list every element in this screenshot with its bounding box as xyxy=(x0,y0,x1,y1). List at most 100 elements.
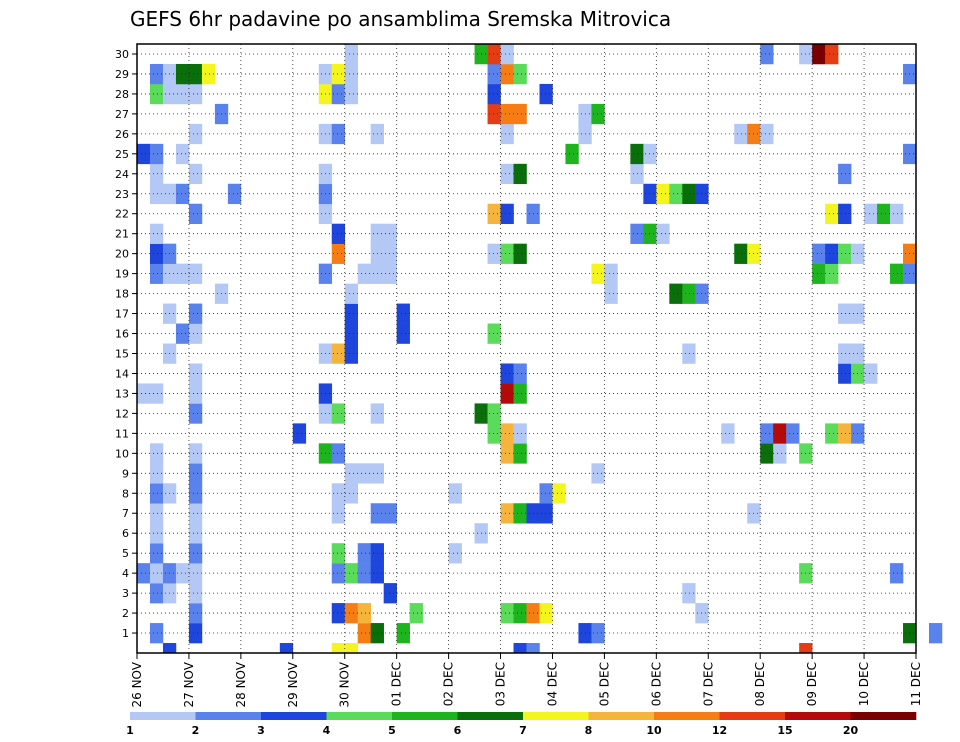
heatmap-cell xyxy=(825,203,839,225)
y-tick-label: 15 xyxy=(115,347,129,360)
colorbar: 1 2 3 4 5 6 7 8 10 12 15 20 xyxy=(126,712,917,737)
grid-lines xyxy=(137,44,916,653)
heatmap-cell xyxy=(149,623,164,644)
heatmap-cell xyxy=(175,83,190,105)
heatmap-cell xyxy=(409,603,423,624)
heatmap-cell xyxy=(864,203,878,225)
heatmap-cell xyxy=(656,223,670,244)
heatmap-cell xyxy=(682,583,696,604)
heatmap-cell xyxy=(890,263,904,284)
heatmap-cell xyxy=(137,563,151,584)
heatmap-cell xyxy=(149,583,164,604)
heatmap-cell xyxy=(513,243,527,264)
heatmap-cell xyxy=(760,44,774,65)
heatmap-cell xyxy=(864,363,878,384)
x-tick-label: 26 NOV xyxy=(130,661,144,707)
plot-frame xyxy=(136,43,917,654)
heatmap-cell xyxy=(721,423,735,444)
heatmap-cell xyxy=(500,423,514,444)
heatmap-cell xyxy=(344,483,359,504)
heatmap-cell xyxy=(188,123,203,145)
heatmap-cell xyxy=(682,183,696,205)
heatmap-cell xyxy=(812,243,826,264)
heatmap-cell xyxy=(812,263,826,284)
y-tick-label: 18 xyxy=(115,288,129,301)
heatmap-cell xyxy=(656,183,670,205)
heatmap-cell xyxy=(175,63,190,85)
colorbar-label: 4 xyxy=(323,724,331,737)
heatmap-cell xyxy=(188,463,203,484)
heatmap-cell xyxy=(188,383,203,404)
colorbar-label: 1 xyxy=(126,724,134,737)
heatmap-cell xyxy=(344,643,359,654)
heatmap-cell xyxy=(591,103,605,125)
heatmap-cell xyxy=(760,443,774,464)
heatmap-cell xyxy=(188,543,203,564)
heatmap-cell xyxy=(500,163,514,185)
colorbar-label: 7 xyxy=(519,724,527,737)
heatmap-cell xyxy=(357,543,371,564)
chart-title: GEFS 6hr padavine po ansamblima Sremska … xyxy=(130,7,671,31)
heatmap-cell xyxy=(500,503,514,524)
heatmap-cell xyxy=(331,83,346,105)
heatmap-cell xyxy=(149,243,164,264)
y-tick-label: 22 xyxy=(115,208,129,221)
heatmap-cell xyxy=(513,383,527,404)
heatmap-cell xyxy=(760,423,774,444)
y-tick-label: 28 xyxy=(115,88,129,101)
heatmap-cell xyxy=(292,423,307,444)
heatmap-cell xyxy=(928,623,943,644)
heatmap-cell xyxy=(877,203,891,225)
heatmap-cell xyxy=(513,163,527,185)
heatmap-cell xyxy=(487,323,501,344)
heatmap-cell xyxy=(487,103,501,125)
heatmap-cell xyxy=(487,423,501,444)
heatmap-cell xyxy=(513,363,527,384)
x-tick-label: 02 DEC xyxy=(442,662,456,706)
heatmap-cell xyxy=(175,323,190,344)
heatmap-cell xyxy=(396,303,410,324)
heatmap-cell xyxy=(773,443,787,464)
heatmap-cell xyxy=(175,143,190,165)
heatmap-cell xyxy=(344,63,359,85)
colorbar-label: 20 xyxy=(843,724,859,737)
heatmap-cell xyxy=(669,183,683,205)
heatmap-cell xyxy=(825,423,839,444)
heatmap-cell xyxy=(175,183,190,205)
y-tick-label: 30 xyxy=(115,48,129,61)
heatmap-cell xyxy=(149,83,164,105)
heatmap-cell xyxy=(838,343,852,364)
x-tick-label: 08 DEC xyxy=(753,662,767,706)
heatmap-cell xyxy=(175,563,190,584)
heatmap-cell xyxy=(331,643,346,654)
heatmap-cell xyxy=(344,44,359,65)
heatmap-cell xyxy=(344,323,359,344)
y-tick-label: 17 xyxy=(115,308,129,321)
y-tick-label: 20 xyxy=(115,248,129,261)
y-tick-label: 26 xyxy=(115,128,129,141)
y-tick-label: 27 xyxy=(115,108,129,121)
x-tick-label: 09 DEC xyxy=(805,662,819,706)
heatmap-cell xyxy=(162,643,177,654)
heatmap-cell xyxy=(513,643,527,654)
heatmap-cell xyxy=(500,63,514,85)
x-tick-label: 28 NOV xyxy=(234,661,248,707)
heatmap-cell xyxy=(500,383,514,404)
y-tick-label: 1 xyxy=(122,627,129,640)
heatmap-cell xyxy=(188,503,203,524)
heatmap-cell xyxy=(175,263,190,284)
heatmap-cell xyxy=(188,563,203,584)
heatmap-cell xyxy=(188,583,203,604)
heatmap-cell xyxy=(188,443,203,464)
heatmap-cell xyxy=(838,243,852,264)
heatmap-cell xyxy=(331,603,346,624)
y-tick-label: 3 xyxy=(122,587,129,600)
heatmap-cell xyxy=(149,63,164,85)
colorbar-label: 10 xyxy=(646,724,662,737)
heatmap-cell xyxy=(357,603,371,624)
heatmap-cell xyxy=(838,423,852,444)
heatmap-cell xyxy=(487,243,501,264)
heatmap-cell xyxy=(188,63,203,85)
heatmap-cells xyxy=(137,44,943,654)
heatmap-cell xyxy=(188,323,203,344)
